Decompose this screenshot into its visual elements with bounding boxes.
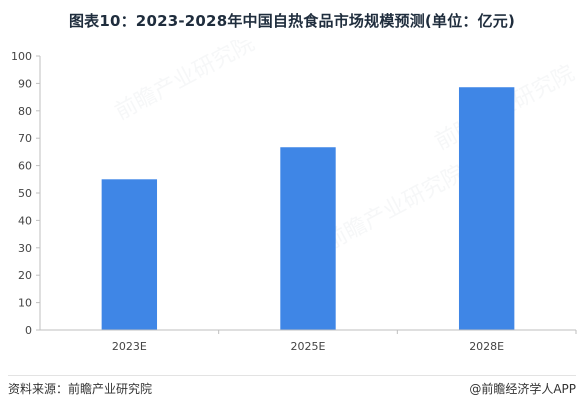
credit-note: @前瞻经济学人APP — [469, 382, 576, 396]
y-tick-label: 50 — [18, 187, 32, 200]
y-tick-label: 0 — [25, 324, 32, 337]
y-tick-label: 70 — [18, 132, 32, 145]
bar-2025e — [280, 147, 336, 330]
y-tick-label: 40 — [18, 214, 32, 227]
y-tick-label: 30 — [18, 242, 32, 255]
x-tick-label: 2023E — [112, 340, 147, 353]
chart-title: 图表10：2023-2028年中国自热食品市场规模预测(单位：亿元) — [68, 12, 516, 30]
footer: 资料来源：前瞻产业研究院 @前瞻经济学人APP — [0, 380, 584, 398]
watermark-text: 前瞻产业研究院 — [321, 161, 469, 255]
y-tick-label: 90 — [18, 77, 32, 90]
watermark-text: 前瞻产业研究院 — [111, 40, 259, 125]
x-tick-label: 2025E — [291, 340, 326, 353]
footer-divider — [8, 375, 576, 376]
bar-2023e — [101, 179, 158, 330]
y-axis: 0 10 20 30 40 50 60 70 80 90 100 — [11, 50, 41, 337]
chart-area: 前瞻产业研究院前瞻产业研究院前瞻产业研究院 010203040506070809… — [0, 31, 584, 360]
y-tick-label: 80 — [18, 105, 32, 118]
x-axis: 2023E 2025E 2028E — [40, 329, 577, 353]
y-tick-label: 60 — [18, 160, 32, 173]
x-tick-label: 2028E — [469, 340, 504, 353]
y-tick-label: 10 — [18, 297, 32, 310]
bar-chart: 前瞻产业研究院前瞻产业研究院前瞻产业研究院 010203040506070809… — [11, 31, 579, 353]
y-tick-label: 100 — [11, 50, 32, 63]
y-tick-label: 20 — [18, 269, 32, 282]
bars-group — [101, 87, 515, 331]
bar-2028e — [458, 87, 515, 331]
source-note: 资料来源：前瞻产业研究院 — [8, 382, 153, 396]
